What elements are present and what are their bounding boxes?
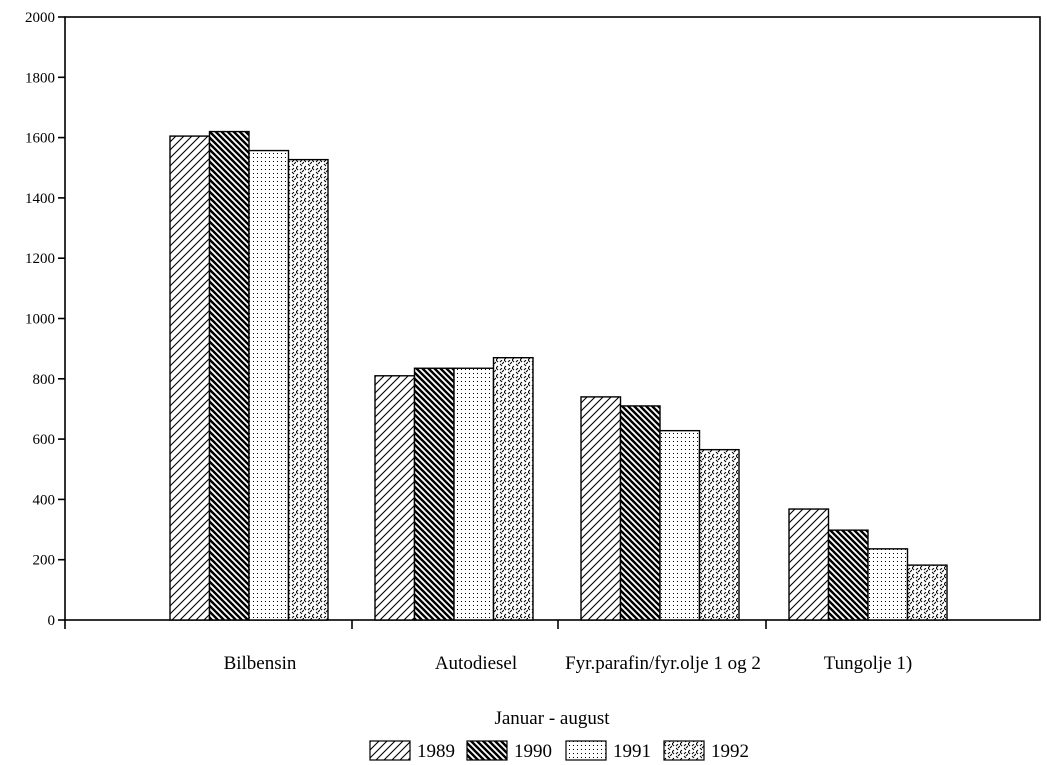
bar-1990-0 xyxy=(208,130,250,621)
bar-1991-1 xyxy=(453,367,495,621)
legend-swatch xyxy=(466,740,508,761)
y-tick-label: 1000 xyxy=(25,312,55,328)
y-axis: 0 200 400 600 800 1000 1200 1400 1600 1800 2000 xyxy=(25,10,65,629)
bar-1992-3 xyxy=(906,564,948,621)
y-tick-label: 1400 xyxy=(25,191,55,207)
y-tick-label: 200 xyxy=(33,553,56,569)
bar-1989-3 xyxy=(788,508,830,621)
y-tick-label: 600 xyxy=(33,432,56,448)
legend-label: 1991 xyxy=(613,741,651,762)
y-tick-label: 2000 xyxy=(25,10,55,26)
x-tick-label: Autodiesel xyxy=(435,653,517,674)
bar-1990-2 xyxy=(619,405,661,621)
bar-1991-2 xyxy=(659,429,701,621)
bar-1992-2 xyxy=(698,448,740,621)
bar-1990-1 xyxy=(413,367,455,621)
legend-swatch xyxy=(369,740,411,761)
y-tick-label: 0 xyxy=(48,613,56,629)
y-tick-label: 400 xyxy=(33,492,56,508)
y-tick-label: 1600 xyxy=(25,131,55,147)
legend-label: 1989 xyxy=(417,741,455,762)
y-tick-label: 800 xyxy=(33,372,56,388)
legend-label: 1992 xyxy=(711,741,749,762)
x-tick-label: Fyr.parafin/fyr.olje 1 og 2 xyxy=(565,653,761,674)
x-axis: Bilbensin Autodiesel Fyr.parafin/fyr.olje … xyxy=(64,620,913,674)
legend-swatch xyxy=(565,740,607,761)
bar-1992-1 xyxy=(492,356,534,621)
bar-1991-0 xyxy=(248,149,290,621)
bar-1990-3 xyxy=(827,529,869,621)
legend-swatch xyxy=(663,740,705,761)
y-tick-label: 1800 xyxy=(25,70,55,86)
y-tick-label: 1200 xyxy=(25,251,55,267)
x-axis-title: Januar - august xyxy=(494,708,610,729)
bar-1992-0 xyxy=(287,158,329,621)
bar-1989-1 xyxy=(374,375,416,621)
bar-1989-0 xyxy=(169,135,211,621)
bar-1989-2 xyxy=(580,396,622,621)
legend: 1989 1990 1991 1992 xyxy=(369,740,749,762)
bar-1991-3 xyxy=(867,548,909,621)
x-tick-label: Bilbensin xyxy=(224,653,297,674)
x-tick-label: Tungolje 1) xyxy=(824,653,913,674)
legend-label: 1990 xyxy=(514,741,552,762)
bars xyxy=(169,130,948,621)
